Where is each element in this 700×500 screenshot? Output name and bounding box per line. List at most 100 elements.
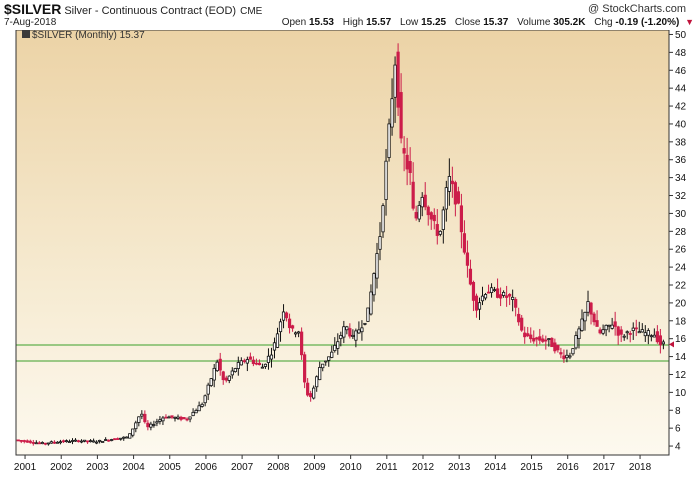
- x-tick-label: 2006: [195, 462, 218, 473]
- candle-body: [206, 384, 210, 395]
- candle-body: [269, 354, 274, 360]
- brand-text[interactable]: @ StockCharts.com: [588, 3, 686, 15]
- candle-body: [327, 356, 331, 361]
- candle-body: [52, 441, 57, 444]
- candle-body: [227, 375, 231, 381]
- candle-body: [477, 302, 482, 310]
- candle-body: [119, 437, 123, 440]
- candle-body: [55, 441, 60, 444]
- candle-body: [351, 334, 355, 337]
- candle-body: [79, 440, 84, 443]
- y-tick-label: 40: [675, 119, 687, 130]
- candle-body: [523, 332, 527, 338]
- candle-body: [580, 318, 584, 331]
- candle-body: [610, 324, 614, 329]
- y-tick-label: 20: [675, 298, 687, 309]
- candle-body: [236, 362, 240, 369]
- candle-body: [429, 212, 433, 220]
- candle-body: [601, 329, 605, 334]
- y-tick-label: 48: [675, 48, 687, 59]
- candle-body: [281, 311, 286, 321]
- x-tick-label: 2014: [484, 462, 507, 473]
- candle-body: [28, 440, 32, 443]
- candle-body: [266, 355, 271, 363]
- x-tick-label: 2013: [448, 462, 471, 473]
- candle-body: [272, 342, 277, 351]
- candle-body: [46, 442, 50, 445]
- candle-body: [568, 355, 572, 358]
- candle-body: [589, 302, 593, 315]
- change-value: -0.19 (-1.20%): [615, 17, 680, 28]
- candle-body: [321, 363, 325, 369]
- candle-body: [140, 413, 144, 417]
- candle-body: [375, 253, 379, 279]
- candle-body: [544, 339, 548, 342]
- candle-body: [116, 438, 120, 440]
- candle-body: [399, 92, 403, 139]
- candle-body: [372, 273, 376, 296]
- y-tick-label: 36: [675, 155, 687, 166]
- candle-body: [462, 233, 467, 253]
- candle-body: [474, 295, 479, 311]
- candle-body: [486, 291, 491, 294]
- change-label: Chg: [594, 17, 613, 28]
- candle-body: [122, 436, 126, 439]
- candle-body: [622, 335, 626, 338]
- candle-body: [511, 296, 515, 300]
- plot-area: [16, 30, 669, 455]
- candle-body: [583, 311, 587, 322]
- candle-body: [85, 440, 90, 443]
- y-tick-label: 18: [675, 316, 687, 327]
- candle-body: [284, 312, 289, 319]
- candle-body: [492, 289, 497, 292]
- candle-body: [245, 359, 249, 364]
- candle-body: [643, 332, 647, 337]
- stockcharts-brand[interactable]: @ StockCharts.com: [588, 3, 686, 15]
- y-tick-label: 16: [675, 334, 687, 345]
- candle-body: [480, 295, 485, 302]
- volume-value: 305.2K: [553, 17, 586, 28]
- chart-legend: $SILVER (Monthly) 15.37: [22, 30, 145, 41]
- high-value: 15.57: [366, 17, 392, 28]
- candle-body: [628, 333, 632, 335]
- candle-body: [287, 318, 292, 329]
- x-tick-label: 2001: [14, 462, 37, 473]
- candle-body: [619, 329, 623, 335]
- candle-body: [517, 313, 521, 323]
- candle-body: [520, 317, 524, 331]
- candle-body: [652, 334, 656, 338]
- candle-body: [420, 196, 424, 208]
- candle-body: [176, 416, 180, 419]
- candle-body: [646, 330, 650, 336]
- candle-body: [411, 181, 415, 209]
- price-chart: 4681012141618202224262830323436384042444…: [14, 30, 687, 473]
- y-tick-label: 38: [675, 137, 687, 148]
- candle-body: [170, 415, 174, 418]
- y-tick-label: 24: [675, 263, 687, 274]
- close-label: Close: [454, 17, 481, 28]
- candle-body: [345, 326, 349, 331]
- candle-body: [212, 367, 216, 381]
- x-tick-label: 2004: [122, 462, 145, 473]
- y-tick-label: 34: [675, 173, 687, 184]
- candle-body: [468, 268, 473, 285]
- open-value: 15.53: [308, 17, 334, 28]
- candle-body: [297, 331, 301, 334]
- candle-body: [179, 416, 183, 420]
- candle-body: [303, 354, 307, 383]
- candle-body: [381, 205, 385, 233]
- y-tick-label: 10: [675, 388, 687, 399]
- candle-body: [22, 440, 26, 442]
- candle-body: [300, 331, 304, 356]
- high-label: High: [342, 17, 364, 28]
- candle-body: [185, 418, 189, 421]
- candle-body: [357, 329, 361, 334]
- candle-body: [76, 440, 81, 443]
- candle-body: [405, 154, 409, 170]
- candle-body: [384, 160, 388, 200]
- candle-body: [574, 335, 578, 349]
- candle-body: [19, 439, 23, 442]
- low-label: Low: [399, 17, 419, 28]
- candle-body: [110, 439, 114, 441]
- last-price-marker: [669, 341, 674, 348]
